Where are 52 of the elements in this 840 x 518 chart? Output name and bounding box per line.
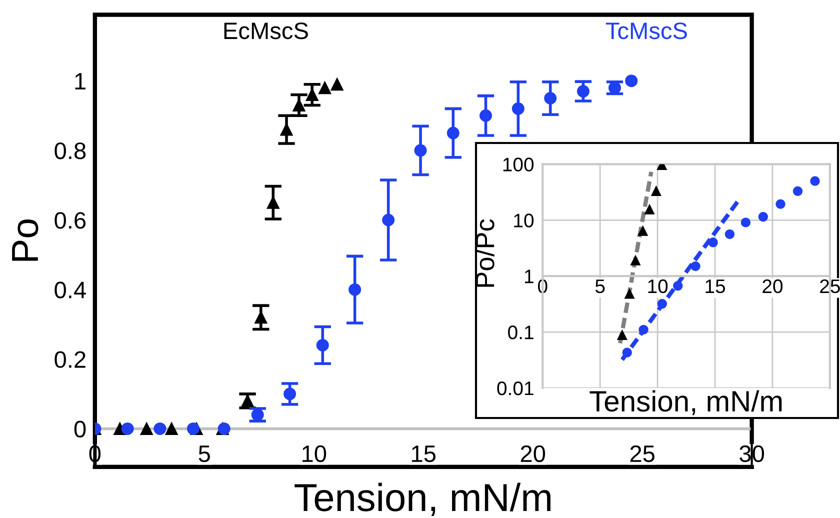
y-tick-label: 1 xyxy=(524,270,534,284)
point xyxy=(758,212,768,222)
point xyxy=(121,422,134,435)
y-axis-title: Po xyxy=(12,220,38,261)
point xyxy=(622,348,632,358)
x-tick-label: 20 xyxy=(520,445,546,462)
y-tick-label: 0.2 xyxy=(54,351,86,368)
series-label: TcMscS xyxy=(606,22,687,40)
y-tick-label: 0.4 xyxy=(54,282,86,298)
point xyxy=(792,186,803,196)
x-tick-label: 5 xyxy=(198,446,210,462)
x-tick-label: 25 xyxy=(820,279,840,294)
y-tick-label: 0 xyxy=(74,420,86,438)
point xyxy=(673,280,683,291)
point xyxy=(724,229,735,240)
point xyxy=(154,422,166,435)
point xyxy=(776,199,786,209)
point xyxy=(617,330,628,340)
y-tick-label: 1 xyxy=(75,73,86,90)
x-tick-label: 25 xyxy=(630,445,654,462)
y-tick-label: 10 xyxy=(514,214,534,228)
point xyxy=(690,261,700,272)
x-tick-label: 5 xyxy=(595,280,605,294)
x-tick-label: 20 xyxy=(762,279,783,294)
y-tick-label: 0.1 xyxy=(508,326,534,340)
series-label: EcMscS xyxy=(224,22,308,40)
x-tick-label: 10 xyxy=(648,279,668,294)
point xyxy=(638,324,648,335)
y-tick-label: 0.8 xyxy=(54,142,86,160)
x-tick-label: 15 xyxy=(706,280,726,294)
x-axis-title: Tension, mN/m xyxy=(294,482,550,516)
point xyxy=(708,238,718,248)
x-tick-label: 10 xyxy=(302,445,326,462)
y-tick-label: 0.6 xyxy=(54,212,86,229)
x-axis-title: Tension, mN/m xyxy=(590,390,782,416)
point xyxy=(810,176,820,186)
point xyxy=(651,186,662,196)
point xyxy=(140,422,153,435)
point xyxy=(330,78,344,91)
point xyxy=(624,289,634,299)
point xyxy=(740,218,751,228)
point xyxy=(657,298,668,309)
point xyxy=(186,422,200,435)
point xyxy=(165,422,178,435)
point xyxy=(638,226,648,236)
point xyxy=(630,256,640,266)
point xyxy=(644,204,654,214)
y-tick-label: 0.01 xyxy=(497,381,534,396)
point xyxy=(318,82,332,94)
x-tick-label: 15 xyxy=(412,446,436,462)
point xyxy=(625,74,638,88)
y-tick-label: 100 xyxy=(503,158,534,172)
